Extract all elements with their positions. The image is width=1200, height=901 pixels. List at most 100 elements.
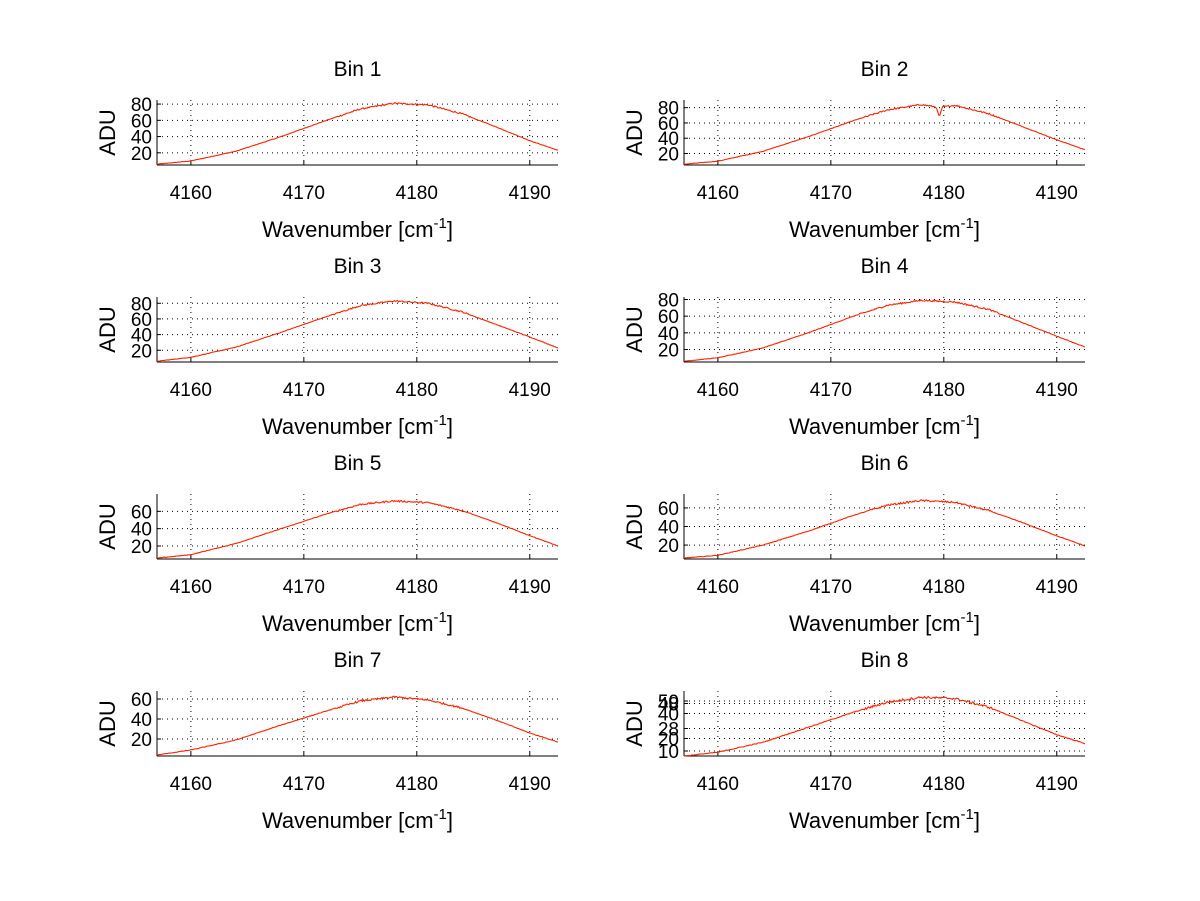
y-tick-label: 60 [131, 690, 152, 711]
y-tick-label: 20 [658, 730, 679, 751]
y-tick-label: 40 [658, 324, 679, 345]
x-tick-label: 4190 [509, 183, 551, 204]
y-tick-label: 60 [658, 307, 679, 328]
y-tick-label: 20 [131, 730, 152, 751]
x-tick-label: 4180 [923, 577, 965, 598]
y-tick-label: 60 [131, 111, 152, 132]
x-tick-label: 4170 [810, 774, 852, 795]
x-tick-label: 4160 [170, 380, 212, 401]
chart-title: Bin 6 [861, 452, 909, 475]
y-axis-label: ADU [95, 109, 120, 155]
y-tick-label: 20 [658, 145, 679, 166]
x-tick-label: 4180 [396, 774, 438, 795]
x-tick-label: 4160 [170, 183, 212, 204]
x-axis-label-text: Wavenumber [cm [262, 414, 434, 439]
series-line-spectrum [156, 102, 559, 165]
chart-title: Bin 8 [861, 649, 909, 672]
x-axis-label-bracket: ] [974, 414, 980, 439]
x-axis-label-superscript: -1 [961, 215, 974, 232]
y-tick-label: 60 [658, 499, 679, 520]
x-axis-label-bracket: ] [974, 611, 980, 636]
y-tick-label: 20 [131, 537, 152, 558]
series-line-spectrum [156, 299, 559, 362]
x-tick-label: 4190 [509, 380, 551, 401]
x-axis-label-superscript: -1 [961, 806, 974, 823]
x-axis-label-bracket: ] [974, 808, 980, 833]
x-axis-label-text: Wavenumber [cm [262, 217, 434, 242]
y-tick-label: 60 [131, 310, 152, 331]
x-tick-label: 4170 [283, 380, 325, 401]
y-axis-label: ADU [95, 503, 120, 549]
x-tick-label: 4180 [923, 183, 965, 204]
y-tick-label: 80 [658, 99, 679, 120]
series-line-spectrum [683, 103, 1086, 165]
x-axis-label: Wavenumber [cm-1] [789, 215, 980, 242]
x-tick-label: 4190 [1036, 577, 1078, 598]
y-tick-label: 40 [658, 129, 679, 150]
x-axis-label-text: Wavenumber [cm [262, 808, 434, 833]
y-axis-label: ADU [622, 306, 647, 352]
y-tick-label: 40 [131, 128, 152, 149]
y-tick-label: 20 [658, 536, 679, 557]
x-axis-label-superscript: -1 [434, 609, 447, 626]
x-axis-label-text: Wavenumber [cm [789, 217, 961, 242]
x-tick-label: 4170 [283, 577, 325, 598]
x-axis-label: Wavenumber [cm-1] [789, 609, 980, 636]
x-axis-label-bracket: ] [447, 414, 453, 439]
y-tick-label: 40 [658, 705, 679, 726]
y-axis-label: ADU [622, 700, 647, 746]
x-tick-label: 4170 [283, 774, 325, 795]
y-axis-label: ADU [95, 306, 120, 352]
x-tick-label: 4180 [396, 183, 438, 204]
x-tick-label: 4190 [509, 577, 551, 598]
y-tick-label: 40 [658, 518, 679, 539]
x-axis-label: Wavenumber [cm-1] [789, 806, 980, 833]
chart-title: Bin 5 [334, 452, 382, 475]
y-tick-label: 28 [658, 720, 679, 741]
chart-title: Bin 7 [334, 649, 382, 672]
chart-title: Bin 4 [861, 255, 909, 278]
x-axis-label-text: Wavenumber [cm [789, 808, 961, 833]
x-axis-label-bracket: ] [447, 611, 453, 636]
y-tick-label: 48 [658, 695, 679, 716]
x-tick-label: 4160 [170, 774, 212, 795]
x-axis-label: Wavenumber [cm-1] [262, 215, 453, 242]
chart-title: Bin 3 [334, 255, 382, 278]
x-axis-label-bracket: ] [447, 808, 453, 833]
x-tick-label: 4190 [1036, 183, 1078, 204]
y-tick-label: 20 [131, 144, 152, 165]
y-tick-label: 80 [131, 294, 152, 315]
x-tick-label: 4190 [1036, 774, 1078, 795]
x-tick-label: 4190 [1036, 380, 1078, 401]
y-tick-label: 60 [131, 502, 152, 523]
x-axis-label-text: Wavenumber [cm [789, 414, 961, 439]
x-axis-label: Wavenumber [cm-1] [262, 412, 453, 439]
x-axis-label-superscript: -1 [434, 412, 447, 429]
x-tick-label: 4160 [697, 577, 739, 598]
x-axis-label: Wavenumber [cm-1] [789, 412, 980, 439]
chart-title: Bin 2 [861, 58, 909, 81]
y-tick-label: 40 [131, 520, 152, 541]
x-axis-label-superscript: -1 [434, 215, 447, 232]
x-axis-label: Wavenumber [cm-1] [262, 609, 453, 636]
y-tick-label: 20 [131, 341, 152, 362]
x-tick-label: 4160 [697, 380, 739, 401]
x-tick-label: 4190 [509, 774, 551, 795]
y-tick-label: 20 [658, 341, 679, 362]
x-axis-label-superscript: -1 [434, 806, 447, 823]
x-tick-label: 4180 [396, 380, 438, 401]
x-axis-label-superscript: -1 [961, 412, 974, 429]
y-axis-label: ADU [95, 700, 120, 746]
x-tick-label: 4170 [283, 183, 325, 204]
y-tick-label: 80 [131, 95, 152, 116]
series-line-spectrum [156, 695, 558, 756]
y-tick-label: 80 [658, 291, 679, 312]
x-tick-label: 4180 [396, 577, 438, 598]
